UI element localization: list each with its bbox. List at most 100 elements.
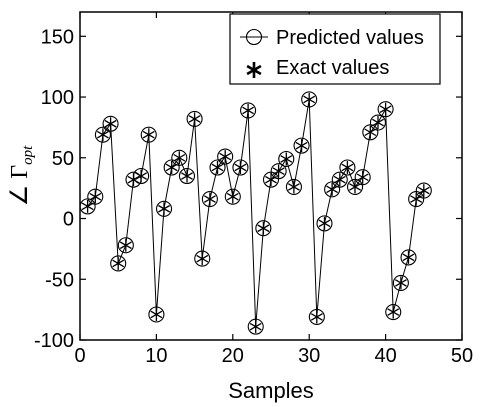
exact-marker	[326, 182, 339, 196]
exact-marker	[379, 102, 392, 116]
legend-asterisk	[246, 62, 262, 78]
x-tick-label: 30	[298, 345, 320, 367]
predicted-marker	[148, 306, 165, 323]
legend-symbol-exact	[246, 62, 262, 78]
exact-marker	[257, 221, 270, 235]
legend-label-exact: Exact values	[276, 57, 389, 79]
exact-marker	[119, 238, 132, 252]
predicted-marker	[285, 178, 302, 195]
exact-marker	[234, 161, 247, 174]
predicted-marker	[400, 249, 417, 266]
predicted-marker	[369, 114, 387, 131]
predicted-marker	[385, 304, 402, 321]
x-axis-label: Samples	[228, 378, 314, 403]
exact-marker	[364, 125, 377, 139]
predicted-marker	[224, 188, 241, 205]
predicted-marker	[102, 115, 119, 132]
exact-marker	[142, 128, 155, 142]
y-tick-label: 0	[63, 209, 74, 231]
x-tick-label: 10	[145, 345, 167, 367]
exact-marker	[158, 202, 171, 216]
predicted-marker	[331, 171, 348, 188]
predicted-marker	[186, 110, 203, 127]
exact-marker	[89, 190, 102, 204]
exact-marker	[402, 250, 415, 264]
x-tick-label: 40	[374, 345, 396, 367]
exact-marker	[104, 117, 117, 131]
predicted-marker	[293, 137, 310, 154]
predicted-marker	[94, 126, 111, 143]
y-axis-label-symbol: ∠ Γ	[7, 165, 33, 207]
y-tick-label: -50	[45, 269, 74, 291]
predicted-marker	[247, 318, 264, 335]
exact-marker	[303, 93, 316, 106]
legend: Predicted values Exact values	[229, 13, 441, 85]
predicted-marker	[194, 250, 211, 267]
predicted-marker	[125, 171, 142, 188]
exact-marker	[165, 161, 178, 174]
predicted-marker	[301, 91, 318, 108]
predicted-marker	[308, 308, 325, 325]
legend-circle	[245, 28, 263, 46]
predicted-marker	[87, 188, 104, 205]
predicted-marker	[178, 167, 196, 185]
predicted-marker	[133, 167, 150, 185]
exact-marker	[371, 116, 384, 129]
tick-labels: 0 10 20 30 40 50 -100 -50 0 50 100 150	[34, 26, 473, 367]
y-tick-label: -100	[34, 330, 74, 352]
exact-marker	[96, 128, 109, 142]
exact-marker	[203, 192, 216, 206]
y-tick-label: 100	[41, 87, 74, 109]
exact-marker	[226, 190, 239, 204]
exact-marker	[333, 173, 346, 187]
exact-marker	[173, 151, 186, 165]
x-tick-label: 0	[74, 345, 85, 367]
predicted-marker	[110, 255, 127, 272]
exact-marker	[318, 216, 331, 230]
y-axis-label: ∠ Γopt	[7, 145, 36, 206]
plot-frame	[79, 11, 463, 341]
predicted-marker	[171, 149, 188, 166]
predicted-marker	[339, 159, 356, 176]
x-tick-label: 50	[451, 345, 473, 367]
predicted-marker	[270, 163, 287, 180]
exact-marker	[196, 252, 209, 266]
exact-marker	[280, 152, 293, 166]
predicted-marker	[377, 101, 394, 118]
exact-marker	[295, 139, 308, 153]
predicted-marker	[392, 274, 409, 291]
legend-box	[229, 13, 441, 85]
exact-marker	[150, 308, 163, 321]
predicted-marker	[117, 237, 134, 254]
x-tick-label: 20	[222, 345, 244, 367]
legend-symbol-predicted	[240, 28, 268, 46]
predicted-marker	[316, 215, 333, 232]
marker-group	[79, 91, 432, 335]
exact-marker	[394, 276, 407, 290]
exact-marker	[188, 112, 201, 126]
exact-marker	[81, 199, 94, 213]
exact-marker	[211, 161, 224, 174]
y-tick-label: 50	[52, 148, 74, 170]
predicted-marker	[201, 191, 218, 208]
exact-marker	[387, 305, 400, 319]
predicted-marker	[140, 126, 157, 143]
exact-marker	[310, 310, 323, 324]
exact-marker	[112, 257, 125, 270]
predicted-marker	[217, 148, 234, 165]
exact-marker	[356, 170, 369, 184]
predicted-marker	[354, 169, 371, 186]
predicted-marker	[232, 159, 249, 176]
exact-marker	[180, 169, 193, 183]
predicted-marker	[155, 200, 173, 217]
predicted-marker	[240, 102, 257, 119]
exact-marker	[287, 180, 300, 194]
y-axis-label-subscript: opt	[20, 145, 36, 165]
exact-marker	[349, 180, 362, 194]
exact-marker	[341, 161, 354, 174]
legend-label-predicted: Predicted values	[276, 27, 424, 49]
predicted-marker	[278, 150, 295, 168]
exact-marker	[249, 320, 262, 334]
predicted-marker	[255, 220, 272, 237]
